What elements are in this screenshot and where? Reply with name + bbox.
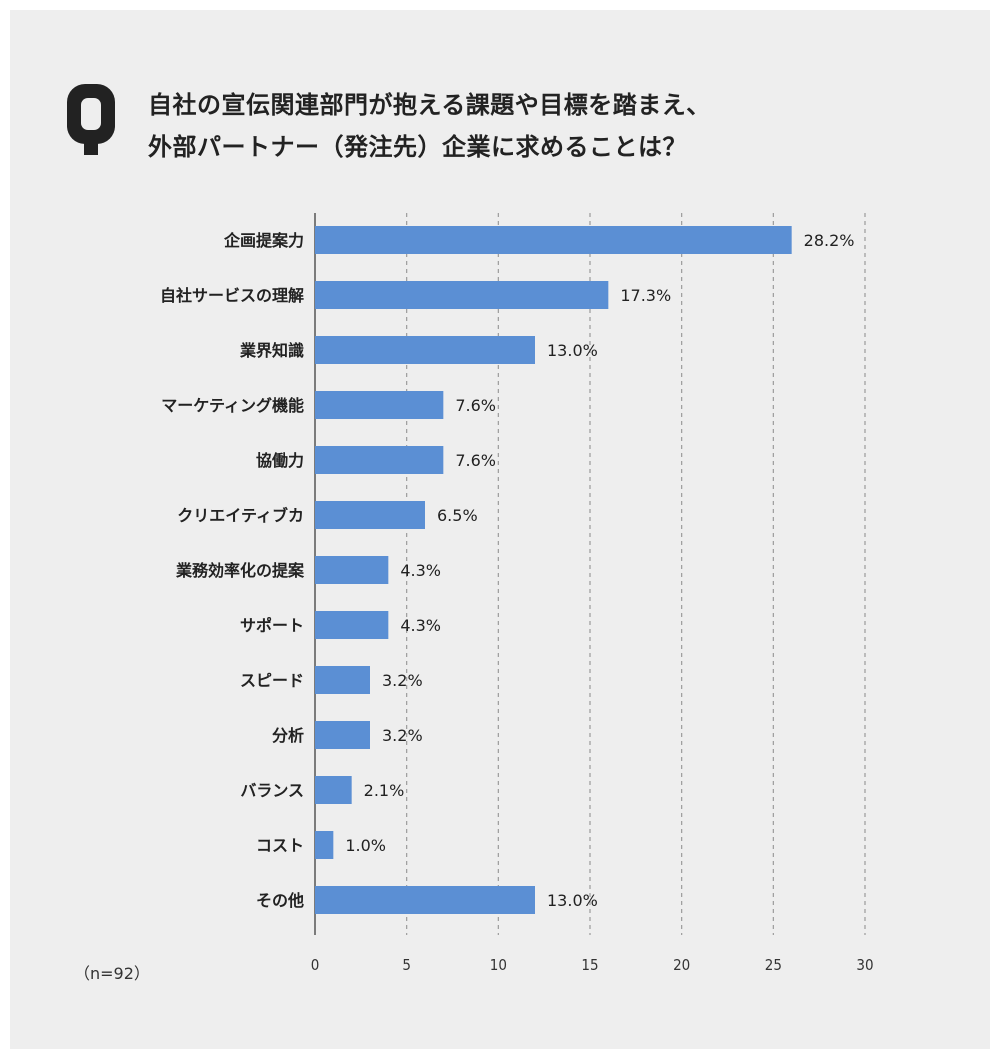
x-tick-label: 15 bbox=[581, 956, 598, 974]
x-tick-label: 10 bbox=[490, 956, 507, 974]
data-label: 6.5% bbox=[437, 506, 478, 525]
bar bbox=[315, 446, 444, 474]
x-tick-label: 25 bbox=[765, 956, 782, 974]
category-label: 分析 bbox=[272, 726, 304, 745]
category-label: 自社サービスの理解 bbox=[160, 286, 304, 305]
bar bbox=[315, 721, 370, 749]
bar bbox=[315, 611, 389, 639]
category-label: マーケティング機能 bbox=[161, 396, 304, 415]
bar bbox=[315, 501, 425, 529]
bar bbox=[315, 226, 792, 254]
bar bbox=[315, 886, 535, 914]
category-label: クリエイティブカ bbox=[177, 506, 304, 525]
category-label: コスト bbox=[256, 836, 304, 855]
category-label: バランス bbox=[240, 781, 304, 800]
data-label: 7.6% bbox=[455, 396, 496, 415]
data-label: 1.0% bbox=[345, 836, 386, 855]
data-label: 3.2% bbox=[382, 671, 423, 690]
sample-size-note: （n=92） bbox=[74, 964, 150, 983]
data-label: 28.2% bbox=[804, 231, 855, 250]
bar bbox=[315, 336, 535, 364]
x-tick-label: 20 bbox=[673, 956, 690, 974]
question-title-line-2: 外部パートナー（発注先）企業に求めることは？ bbox=[148, 133, 687, 161]
question-title-line-1: 自社の宣伝関連部門が抱える課題や目標を踏まえ、 bbox=[148, 91, 711, 119]
category-label: 協働力 bbox=[256, 451, 304, 470]
question-title: 自社の宣伝関連部門が抱える課題や目標を踏まえ、 外部パートナー（発注先）企業に求… bbox=[148, 84, 711, 168]
data-label: 13.0% bbox=[547, 341, 598, 360]
category-label: スピード bbox=[240, 671, 304, 690]
x-tick-label: 0 bbox=[311, 956, 320, 974]
data-label: 13.0% bbox=[547, 891, 598, 910]
data-label: 17.3% bbox=[620, 286, 671, 305]
bar bbox=[315, 776, 352, 804]
data-label: 2.1% bbox=[364, 781, 405, 800]
x-tick-label: 30 bbox=[856, 956, 873, 974]
bar bbox=[315, 391, 444, 419]
category-label: 業務効率化の提案 bbox=[175, 561, 305, 580]
x-tick-label: 5 bbox=[402, 956, 411, 974]
category-label: 企画提案力 bbox=[223, 231, 304, 250]
bar bbox=[315, 831, 334, 859]
data-label: 4.3% bbox=[400, 616, 441, 635]
chart-panel bbox=[10, 10, 990, 1049]
data-label: 7.6% bbox=[455, 451, 496, 470]
category-label: 業界知識 bbox=[239, 341, 304, 360]
category-label: サポート bbox=[240, 616, 304, 635]
category-label: その他 bbox=[256, 891, 304, 910]
bar bbox=[315, 666, 370, 694]
q-mark-icon bbox=[67, 84, 115, 155]
data-label: 4.3% bbox=[400, 561, 441, 580]
bar bbox=[315, 556, 389, 584]
bar bbox=[315, 281, 609, 309]
data-label: 3.2% bbox=[382, 726, 423, 745]
